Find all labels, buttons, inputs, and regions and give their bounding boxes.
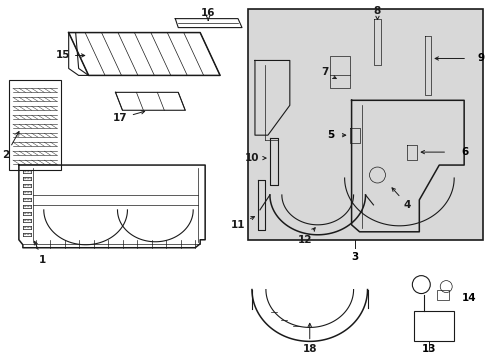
Text: 12: 12 (297, 228, 315, 245)
Text: 6: 6 (460, 147, 468, 157)
Bar (247, 9, 482, 240)
Text: 2: 2 (2, 131, 19, 160)
Text: 13: 13 (421, 344, 436, 354)
Bar (436, 289, 448, 300)
Text: 17: 17 (113, 111, 144, 123)
Text: 10: 10 (244, 153, 265, 163)
Text: 1: 1 (34, 241, 46, 265)
Text: 8: 8 (373, 6, 380, 19)
Bar (9, 80, 61, 170)
Text: 3: 3 (350, 252, 358, 262)
Bar (413, 311, 453, 341)
Text: 14: 14 (461, 293, 476, 302)
Bar (329, 57, 349, 88)
Text: 4: 4 (391, 188, 410, 210)
Text: 11: 11 (230, 217, 254, 230)
Text: 18: 18 (302, 323, 316, 354)
Text: 15: 15 (55, 50, 84, 60)
Text: 16: 16 (201, 8, 215, 21)
Text: 9: 9 (476, 54, 483, 63)
Text: 5: 5 (327, 130, 334, 140)
Text: 7: 7 (320, 67, 336, 78)
